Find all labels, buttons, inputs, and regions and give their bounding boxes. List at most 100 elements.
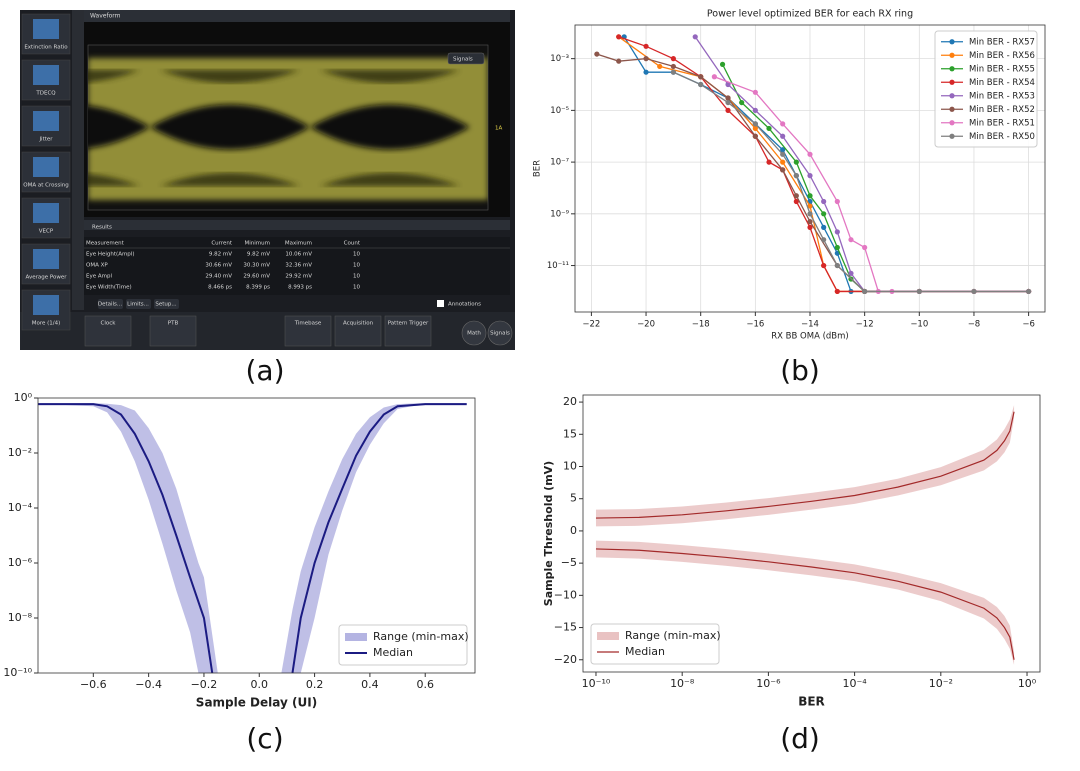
median-line bbox=[595, 411, 1015, 519]
side-button-label: OMA at Crossing bbox=[23, 183, 68, 189]
chart: −0.6 −0.4 −0.2 0.0 0.2 0.4 0.6 10⁰ 10⁻² 10⁻⁴ 10⁻⁶ 1… bbox=[3, 391, 476, 710]
legend-label: Min BER - RX55 bbox=[969, 64, 1035, 74]
action-label: Setup... bbox=[155, 302, 177, 308]
tab-bar bbox=[84, 10, 510, 22]
table-cell: 32.36 mV bbox=[285, 263, 312, 269]
chart-title: Power level optimized BER for each RX ri… bbox=[707, 9, 913, 20]
point bbox=[739, 99, 745, 106]
table-cell: 29.60 mV bbox=[243, 274, 270, 280]
y-tick-label: 15 bbox=[563, 427, 577, 440]
y-tick-label: 10⁻⁶ bbox=[8, 556, 33, 569]
checkbox[interactable] bbox=[437, 300, 444, 307]
x-axis-label: RX BB OMA (dBm) bbox=[771, 332, 848, 342]
point bbox=[834, 288, 840, 295]
table-cell: 8.466 ps bbox=[208, 285, 232, 291]
point bbox=[711, 74, 717, 80]
point bbox=[807, 151, 813, 157]
point bbox=[594, 51, 600, 57]
round-button[interactable] bbox=[487, 320, 513, 346]
x-tick-label: −22 bbox=[582, 320, 600, 330]
table-cell: 29.92 mV bbox=[285, 274, 312, 280]
status-label: Pattern Trigger bbox=[388, 321, 429, 327]
point bbox=[821, 211, 827, 217]
plot-frame bbox=[37, 397, 476, 674]
action-button[interactable] bbox=[154, 299, 179, 309]
round-button-label: Signals bbox=[490, 331, 510, 337]
results-tab[interactable]: Results bbox=[92, 225, 112, 231]
eye-opening bbox=[310, 104, 470, 150]
y-axis-label: Sample Threshold (mV) bbox=[542, 461, 555, 606]
point bbox=[807, 203, 813, 209]
x-tick-label: 0.0 bbox=[251, 678, 269, 691]
y-axis-label: BER bbox=[533, 160, 543, 177]
point bbox=[780, 133, 786, 139]
action-label: Details... bbox=[98, 302, 123, 308]
status-box[interactable] bbox=[384, 315, 432, 347]
results-table bbox=[84, 237, 510, 295]
side-button-label: Extinction Ratio bbox=[24, 45, 68, 51]
table-cell: 30.66 mV bbox=[205, 263, 232, 269]
point bbox=[807, 193, 813, 199]
point bbox=[971, 288, 977, 295]
legend-box bbox=[934, 30, 1038, 148]
round-button[interactable] bbox=[461, 320, 487, 346]
eye-rail bbox=[88, 173, 460, 186]
panel-label: (c) bbox=[246, 722, 283, 755]
legend-marker bbox=[949, 106, 955, 112]
point bbox=[916, 288, 922, 295]
action-label: Limits... bbox=[127, 302, 149, 308]
point bbox=[862, 288, 868, 295]
x-tick-label: 10⁻⁸ bbox=[670, 677, 695, 690]
range-band bbox=[595, 540, 1015, 665]
point bbox=[780, 147, 786, 153]
table-cell: 10.06 mV bbox=[285, 252, 312, 258]
status-box[interactable] bbox=[84, 315, 132, 347]
round-button-label: Math bbox=[467, 331, 481, 337]
y-tick-label: 10⁻⁴ bbox=[8, 501, 33, 514]
point bbox=[725, 99, 731, 106]
legend-label: Median bbox=[373, 646, 413, 659]
legend-marker bbox=[949, 79, 955, 85]
panel-label: (b) bbox=[780, 354, 820, 387]
x-tick-label: 0.2 bbox=[306, 678, 324, 691]
point bbox=[616, 58, 622, 64]
point bbox=[862, 244, 868, 251]
point bbox=[780, 151, 786, 157]
status-box[interactable] bbox=[334, 315, 382, 347]
point bbox=[793, 198, 799, 205]
action-button[interactable] bbox=[126, 299, 151, 309]
status-box[interactable] bbox=[284, 315, 332, 347]
scale-dropdown[interactable] bbox=[447, 52, 485, 65]
x-axis-label: Sample Delay (UI) bbox=[196, 696, 317, 710]
point bbox=[834, 262, 840, 269]
legend-box bbox=[338, 624, 468, 666]
y-tick-label: −5 bbox=[561, 556, 577, 569]
table-cell: 10 bbox=[353, 274, 360, 280]
screenshot: Waveform Signals 1A Results Extinction R… bbox=[20, 10, 515, 350]
legend-label: Min BER - RX56 bbox=[969, 51, 1035, 61]
status-label: Acquisition bbox=[343, 321, 374, 327]
point bbox=[670, 63, 676, 70]
side-button-icon bbox=[33, 295, 59, 315]
x-tick-label: −0.2 bbox=[191, 678, 218, 691]
table-cell: 8.993 ps bbox=[288, 285, 312, 291]
chart: 10⁻¹⁰ 10⁻⁸ 10⁻⁶ 10⁻⁴ 10⁻² 10⁰ −20 −15 −10 −5 0 5 10 1… bbox=[542, 394, 1041, 709]
point bbox=[1026, 288, 1032, 295]
status-box[interactable] bbox=[149, 315, 197, 347]
table-header: Measurement bbox=[86, 241, 125, 247]
point bbox=[821, 224, 827, 230]
point bbox=[657, 63, 663, 70]
point bbox=[643, 56, 649, 62]
table-cell: 10 bbox=[353, 263, 360, 269]
plot-data bbox=[594, 34, 1032, 295]
point bbox=[725, 107, 731, 113]
y-tick-label: 10⁰ bbox=[14, 391, 33, 404]
panel-label: (d) bbox=[780, 722, 820, 755]
action-button[interactable] bbox=[98, 299, 123, 309]
y-tick-label: 10⁻⁹ bbox=[550, 209, 569, 219]
tab-label[interactable]: Waveform bbox=[90, 13, 121, 20]
point bbox=[807, 211, 813, 217]
point bbox=[752, 89, 758, 95]
point bbox=[793, 193, 799, 199]
x-tick-label: 0.4 bbox=[361, 678, 379, 691]
